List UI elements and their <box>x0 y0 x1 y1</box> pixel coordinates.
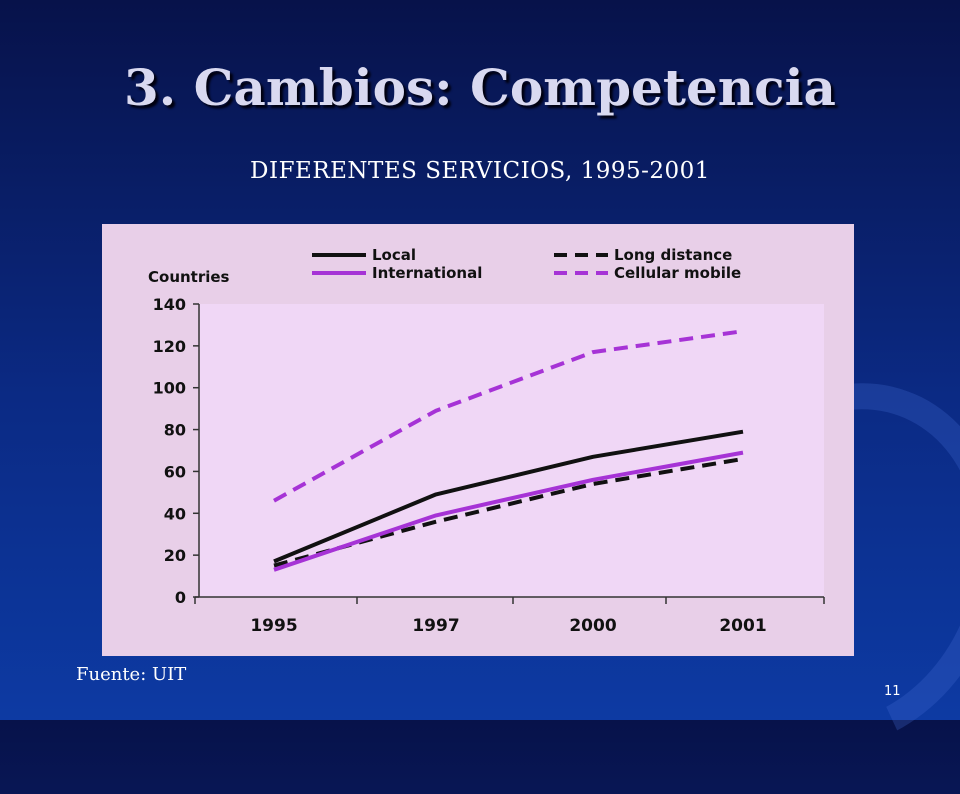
y-tick-label: 60 <box>164 462 186 481</box>
chart-subtitle: DIFERENTES SERVICIOS, 1995-2001 <box>250 158 710 184</box>
y-tick-label: 40 <box>164 504 186 523</box>
legend-label: Cellular mobile <box>614 264 741 282</box>
legend-label: Local <box>372 246 416 264</box>
slide-title: 3. Cambios: Competencia <box>124 58 836 117</box>
page-number: 11 <box>884 684 901 699</box>
series-line-international <box>273 450 744 572</box>
legend-label: International <box>372 264 482 282</box>
y-tick-label: 80 <box>164 421 186 440</box>
plot-area: 0 20 40 60 80 100 120 140 1995 1997 2000 2001 <box>153 295 825 636</box>
y-tick-label: 100 <box>153 379 186 398</box>
y-tick-label: 140 <box>153 295 186 314</box>
x-tick-label: 1997 <box>412 616 459 636</box>
y-tick-label: 120 <box>153 337 186 356</box>
source-note: Fuente: UIT <box>76 664 187 685</box>
series-line-long-distance <box>273 456 744 568</box>
x-tick-label: 1995 <box>250 616 297 636</box>
series-line-local <box>273 429 744 564</box>
x-tick-label: 2001 <box>719 616 766 636</box>
line-chart: Local Long distance International Cellular … <box>148 246 825 636</box>
chart-frame: Local Long distance International Cellular … <box>102 224 854 656</box>
y-tick-label: 0 <box>175 588 186 607</box>
series-line-cellular-mobile <box>273 329 744 503</box>
x-tick-label: 2000 <box>569 616 616 636</box>
y-axis-title: Countries <box>148 268 230 286</box>
chart-legend: Local Long distance International Cellular … <box>312 246 741 282</box>
y-tick-label: 20 <box>164 546 186 565</box>
legend-label: Long distance <box>614 246 732 264</box>
